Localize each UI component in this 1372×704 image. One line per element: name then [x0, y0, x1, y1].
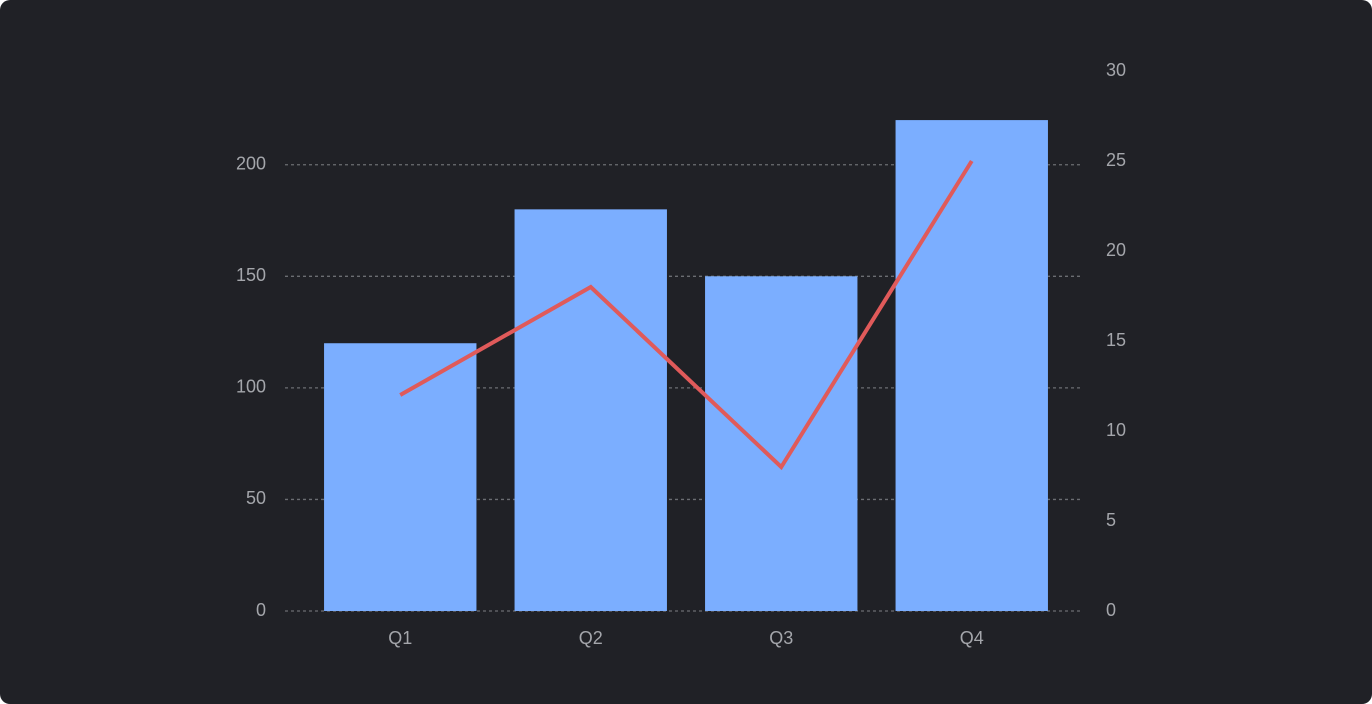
bar [324, 343, 477, 611]
y2-tick-label: 15 [1106, 330, 1126, 350]
x-tick-label: Q3 [769, 628, 793, 648]
y-tick-label: 0 [256, 600, 266, 620]
y-tick-label: 200 [236, 153, 266, 173]
y-tick-label: 100 [236, 377, 266, 397]
y2-tick-label: 5 [1106, 510, 1116, 530]
bar [895, 120, 1048, 611]
line [399, 159, 974, 471]
y-tick-label: 150 [236, 265, 266, 285]
y2-tick-label: 10 [1106, 420, 1126, 440]
y2-tick-label: 30 [1106, 60, 1126, 80]
y2-tick-label: 0 [1106, 600, 1116, 620]
bar [705, 276, 858, 611]
y2-tick-label: 25 [1106, 150, 1126, 170]
x-tick-label: Q4 [960, 628, 984, 648]
x-tick-label: Q1 [388, 628, 412, 648]
bar [514, 209, 667, 611]
y-tick-label: 50 [246, 488, 266, 508]
y2-tick-label: 20 [1106, 240, 1126, 260]
x-tick-label: Q2 [579, 628, 603, 648]
